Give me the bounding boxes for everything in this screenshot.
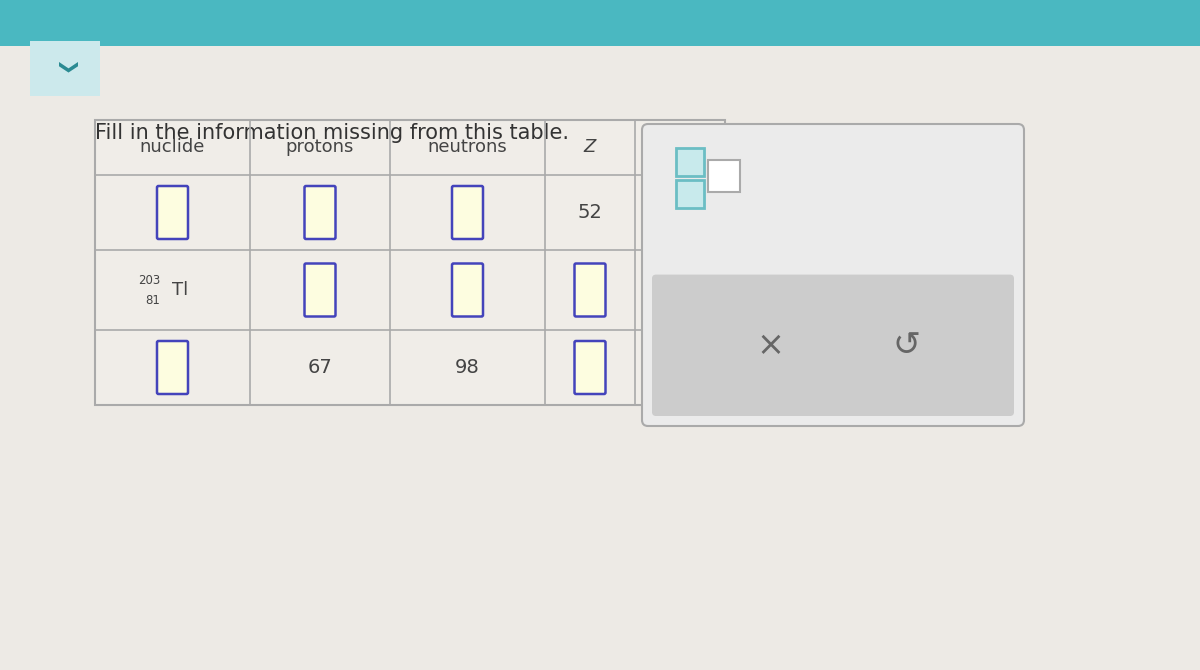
FancyBboxPatch shape xyxy=(157,341,188,394)
FancyBboxPatch shape xyxy=(452,186,482,239)
Text: nuclide: nuclide xyxy=(140,139,205,157)
FancyBboxPatch shape xyxy=(575,341,606,394)
FancyBboxPatch shape xyxy=(452,263,482,316)
Text: neutrons: neutrons xyxy=(427,139,508,157)
FancyBboxPatch shape xyxy=(642,124,1024,426)
Bar xyxy=(95,120,725,405)
FancyBboxPatch shape xyxy=(305,263,336,316)
FancyBboxPatch shape xyxy=(575,263,606,316)
Text: protons: protons xyxy=(286,139,354,157)
Bar xyxy=(708,160,740,192)
Text: 203: 203 xyxy=(138,273,161,287)
FancyBboxPatch shape xyxy=(652,275,1014,416)
Bar xyxy=(676,148,704,176)
Text: Fill in the information missing from this table.: Fill in the information missing from thi… xyxy=(95,123,569,143)
Text: A: A xyxy=(674,139,686,157)
Bar xyxy=(0,0,1200,46)
FancyBboxPatch shape xyxy=(665,341,696,394)
Text: 126: 126 xyxy=(661,203,698,222)
FancyBboxPatch shape xyxy=(157,186,188,239)
Text: ❯: ❯ xyxy=(55,60,74,76)
Text: 52: 52 xyxy=(577,203,602,222)
Text: ×: × xyxy=(756,329,784,362)
Text: 67: 67 xyxy=(307,358,332,377)
Text: Tl: Tl xyxy=(173,281,188,299)
FancyBboxPatch shape xyxy=(305,186,336,239)
Bar xyxy=(676,180,704,208)
Bar xyxy=(30,41,100,96)
Text: ↺: ↺ xyxy=(893,329,922,362)
Text: 81: 81 xyxy=(145,293,161,306)
Text: Z: Z xyxy=(584,139,596,157)
FancyBboxPatch shape xyxy=(665,263,696,316)
Text: 98: 98 xyxy=(455,358,480,377)
